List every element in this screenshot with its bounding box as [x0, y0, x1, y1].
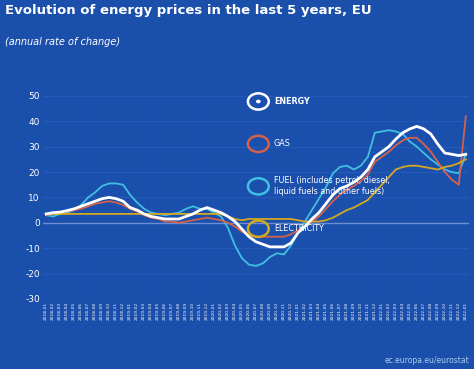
Text: GAS: GAS — [274, 139, 291, 148]
Text: Evolution of energy prices in the last 5 years, EU: Evolution of energy prices in the last 5… — [5, 4, 371, 17]
Text: FUEL (includes petrol, diesel,
liquid fuels and other fuels): FUEL (includes petrol, diesel, liquid fu… — [274, 176, 390, 196]
Text: ENERGY: ENERGY — [274, 97, 310, 106]
Text: (annual rate of change): (annual rate of change) — [5, 37, 120, 47]
Text: ec.europa.eu/eurostat: ec.europa.eu/eurostat — [384, 356, 469, 365]
Text: ELECTRICITY: ELECTRICITY — [274, 224, 324, 233]
